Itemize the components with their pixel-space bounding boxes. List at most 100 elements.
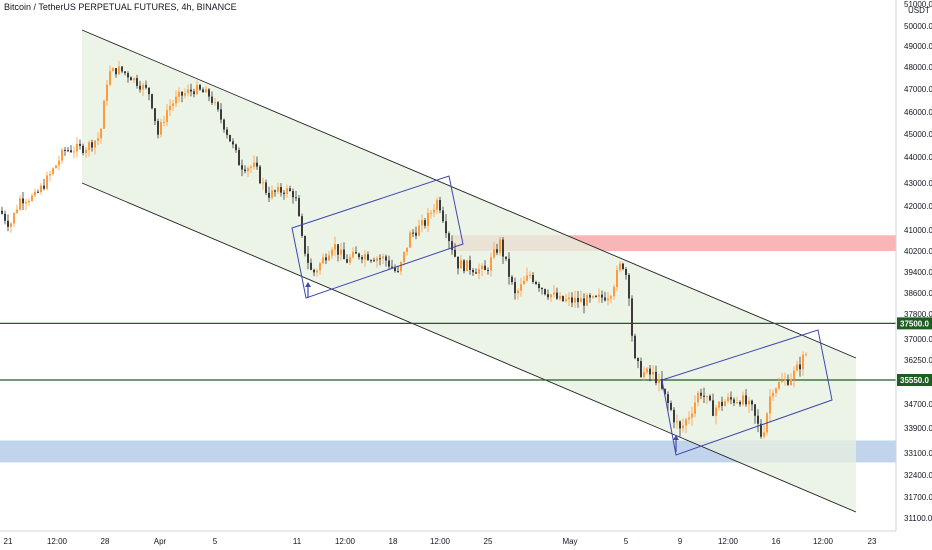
candle [337, 244, 339, 262]
candle [166, 103, 168, 127]
candle [775, 387, 777, 397]
candle [799, 356, 801, 377]
candle [712, 393, 714, 417]
candle [241, 159, 243, 177]
candle [463, 258, 465, 274]
candle [655, 365, 657, 386]
candle [31, 193, 33, 203]
x-tick-label: 23 [868, 537, 877, 546]
candle [763, 424, 765, 439]
candle [565, 294, 567, 303]
candle [607, 291, 609, 306]
candle [70, 145, 72, 154]
candle [304, 235, 306, 257]
candle [778, 377, 780, 391]
candle [688, 411, 690, 425]
y-tick-label: 49000.0 [904, 42, 932, 51]
candle [172, 100, 174, 111]
candle [682, 418, 684, 433]
rising-channel-box-left[interactable] [291, 175, 464, 299]
candle [427, 207, 429, 233]
candle [805, 352, 807, 357]
candle [91, 139, 93, 152]
candle [559, 291, 561, 301]
candle [262, 177, 264, 190]
up-arrow-2 [673, 435, 679, 452]
candle [13, 212, 15, 228]
candle [439, 196, 441, 214]
candle [349, 254, 351, 266]
candle [16, 204, 18, 215]
level-tag-2: 35550.0 [897, 374, 932, 386]
candle [133, 77, 135, 83]
candle [724, 398, 726, 407]
candle [373, 257, 375, 263]
candle [187, 84, 189, 97]
candle [529, 271, 531, 279]
candle [556, 287, 558, 300]
candle [571, 292, 573, 308]
candle [328, 250, 330, 262]
candle [520, 277, 522, 297]
candle [379, 254, 381, 266]
candle [667, 391, 669, 411]
x-tick-label: May [562, 537, 577, 546]
candle [580, 290, 582, 303]
x-tick-label: 18 [389, 537, 398, 546]
channel-lower-line[interactable] [81, 182, 857, 513]
candle [280, 183, 282, 197]
candle [673, 407, 675, 429]
y-tick-label: 42000.0 [904, 202, 932, 211]
candle [391, 259, 393, 269]
candle [346, 254, 348, 264]
candle [418, 219, 420, 237]
candle [676, 414, 678, 430]
candle [79, 139, 81, 150]
candle [376, 255, 378, 268]
y-tick-label: 33900.0 [904, 424, 932, 433]
candle [85, 147, 87, 158]
candles-layer [1, 61, 807, 439]
chart-title: Bitcoin / TetherUS PERPETUAL FUTURES, 4h… [4, 2, 237, 12]
candle [319, 261, 321, 275]
candle [46, 171, 48, 191]
support-zone[interactable] [0, 440, 896, 463]
candle [448, 231, 450, 249]
candle [181, 91, 183, 103]
candle [94, 140, 96, 155]
candle [493, 242, 495, 260]
candle [388, 255, 390, 271]
candle [307, 246, 309, 270]
rising-channel-box-right[interactable] [661, 329, 833, 456]
candle [259, 164, 261, 185]
main-channel[interactable] [82, 30, 856, 512]
candle [490, 252, 492, 277]
channel-upper-line[interactable] [81, 29, 857, 359]
candle [118, 61, 120, 76]
x-tick-label: 25 [484, 537, 493, 546]
y-tick-label: 48000.0 [904, 63, 932, 72]
candle [547, 289, 549, 300]
candle [466, 260, 468, 272]
candle [340, 242, 342, 261]
candle [445, 214, 447, 239]
candle [76, 137, 78, 158]
candle [694, 395, 696, 418]
candle [295, 190, 297, 202]
candle [430, 209, 432, 219]
candle [502, 237, 504, 264]
y-tick-label: 39400.0 [904, 268, 932, 277]
candle [112, 67, 114, 72]
candle [511, 275, 513, 285]
candle [247, 166, 249, 177]
x-tick-label: 12:00 [718, 537, 739, 546]
candle [226, 126, 228, 139]
candle [679, 420, 681, 437]
candle [604, 291, 606, 302]
candle [733, 397, 735, 407]
candle [124, 71, 126, 76]
candle [136, 74, 138, 89]
candle [478, 263, 480, 280]
candle [415, 226, 417, 240]
